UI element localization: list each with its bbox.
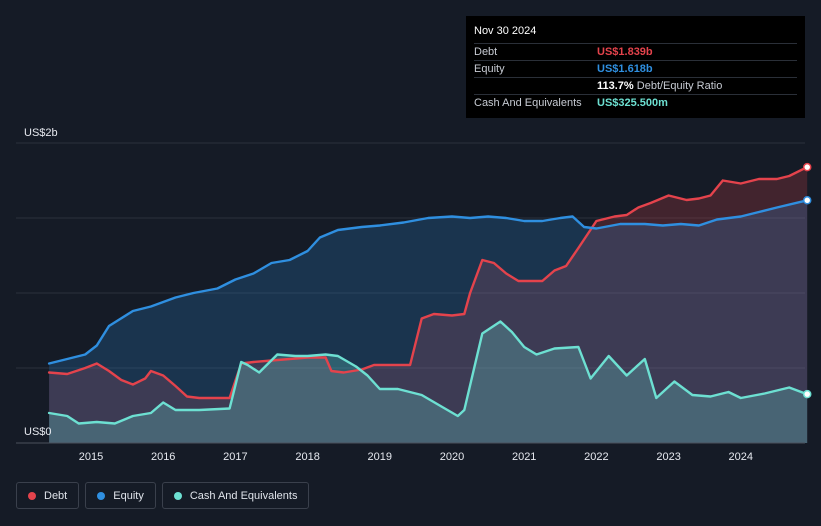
cash-and-equivalents-endpoint (802, 389, 812, 399)
legend-label-cash: Cash And Equivalents (189, 489, 298, 502)
tooltip-label-debt: Debt (474, 46, 498, 58)
tooltip-row-equity: Equity US$1.618b (474, 60, 797, 77)
tooltip-value-ratio: 113.7% (597, 80, 634, 92)
legend-label-equity: Equity (113, 489, 144, 502)
x-tick-label-2020: 2020 (440, 451, 464, 463)
legend-item-equity[interactable]: Equity (85, 482, 156, 509)
legend-dot-debt (28, 491, 36, 500)
x-tick-label-2022: 2022 (584, 451, 608, 463)
tooltip-label-cash: Cash And Equivalents (474, 97, 582, 109)
legend-dot-equity (97, 491, 106, 500)
tooltip-label-equity: Equity (474, 63, 505, 75)
tooltip-row-cash: Cash And Equivalents US$325.500m (474, 94, 797, 111)
x-tick-label-2016: 2016 (151, 451, 175, 463)
x-tick-label-2023: 2023 (656, 451, 680, 463)
tooltip-ratio-text: Debt/Equity Ratio (636, 80, 723, 92)
tooltip-panel: Nov 30 2024 Debt US$1.839b Equity US$1.6… (466, 16, 805, 118)
x-tick-labels: 2015 2016 2017 2018 2019 2020 2021 2022 2023 2024 (79, 451, 753, 463)
cash-and-equivalents-area (49, 321, 808, 443)
series-lines (47, 165, 809, 425)
legend-item-cash[interactable]: Cash And Equivalents (161, 482, 310, 509)
x-tick-label-2015: 2015 (79, 451, 103, 463)
x-tick-label-2021: 2021 (512, 451, 536, 463)
equity-area (49, 200, 808, 443)
y-tick-label-bottom: US$0 (24, 426, 52, 438)
tooltip-value-equity: US$1.618b (597, 63, 653, 75)
legend-dot-cash (173, 491, 182, 500)
legend-label-debt: Debt (44, 489, 68, 502)
debt-endpoint (802, 162, 812, 172)
equity-line (47, 199, 809, 365)
cash-and-equivalents-line (47, 320, 809, 425)
x-tick-label-2017: 2017 (223, 451, 247, 463)
tooltip-value-cash: US$325.500m (597, 97, 668, 109)
x-tick-label-2019: 2019 (368, 451, 392, 463)
tooltip-value-debt: US$1.839b (597, 46, 653, 58)
tooltip-row-debt: Debt US$1.839b (474, 43, 797, 60)
debt-line (47, 165, 809, 400)
tooltip-row-ratio: 113.7% Debt/Equity Ratio (474, 77, 797, 94)
x-tick-label-2024: 2024 (729, 451, 753, 463)
equity-endpoint (802, 196, 812, 205)
tooltip-label-ratio (474, 78, 597, 94)
x-tick-label-2018: 2018 (295, 451, 319, 463)
legend: Debt Equity Cash And Equivalents (16, 482, 310, 509)
tooltip-date: Nov 30 2024 (474, 25, 537, 37)
y-tick-label-top: US$2b (24, 127, 58, 139)
series-endpoints (802, 162, 812, 399)
legend-item-debt[interactable]: Debt (16, 482, 80, 509)
